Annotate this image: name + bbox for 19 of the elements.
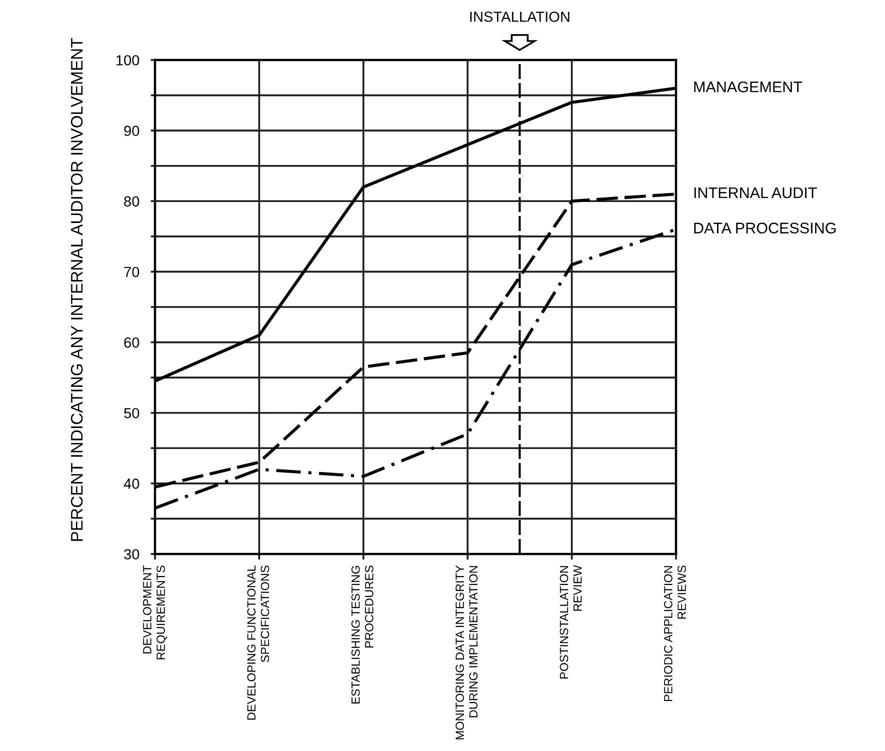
y-tick-label: 60 (124, 337, 140, 348)
y-tick-label: 100 (116, 55, 140, 66)
series-label: DATA PROCESSING (694, 222, 836, 234)
x-tick-label: MONITORING DATA INTEGRITY DURING IMPLEMENTATION (456, 565, 478, 740)
y-tick-label: 80 (124, 196, 140, 207)
y-tick-label: 30 (124, 549, 140, 560)
y-tick-label: 50 (124, 408, 140, 418)
y-axis-title: PERCENT INDICATING ANY INTERNAL AUDITOR INVOLVEMENT (70, 38, 83, 541)
series-label: MANAGEMENT (694, 82, 802, 92)
x-tick-label: DEVELOPMENT REQUIREMENTS (143, 565, 168, 660)
x-tick-label: PERIODIC APPLICATION REVIEWS (664, 566, 686, 702)
x-tick-label: ESTABLISHING TESTING PROCEDURES (351, 566, 374, 704)
x-tick-label: DEVELOPING FUNCTIONAL SPECIFICATIONS (247, 566, 270, 720)
text: INSTALLATION (470, 12, 570, 22)
y-tick-label: 40 (124, 478, 140, 489)
y-tick-label: 90 (124, 126, 140, 136)
y-tick-label: 70 (124, 266, 140, 278)
x-tick-label: POSTINSTALLATION REVIEW (560, 565, 582, 679)
series-label: INTERNAL AUDIT (694, 188, 817, 198)
